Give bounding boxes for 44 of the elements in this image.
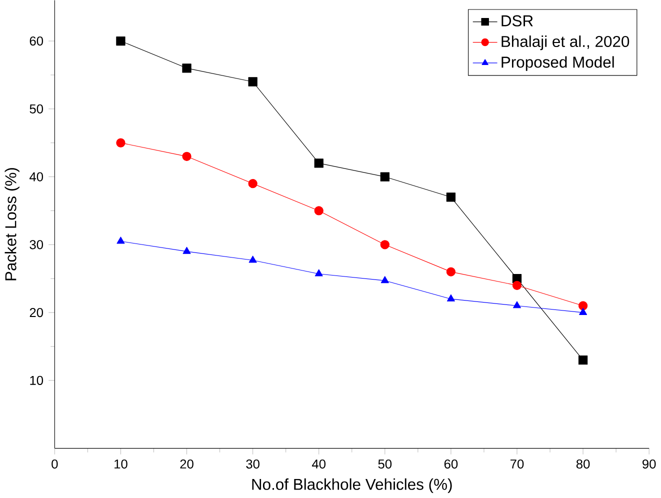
point [578, 356, 588, 365]
point [314, 206, 324, 216]
x-tick-label: 70 [510, 460, 524, 469]
x-axis-title: No.of Blackhole Vehicles (%) [252, 478, 452, 494]
x-tick-label: 10 [114, 460, 128, 469]
y-tick-label: 10 [30, 376, 44, 386]
legend-label: Bhalaji et al., 2020 [502, 36, 630, 50]
point [248, 179, 258, 188]
x-tick-label: 80 [576, 460, 590, 469]
y-axis-title: Packet Loss (%) [4, 168, 20, 280]
point [380, 240, 390, 250]
point [116, 36, 126, 46]
point [579, 308, 588, 316]
point [578, 301, 588, 310]
point [116, 138, 126, 148]
point [248, 256, 257, 263]
point [182, 246, 191, 254]
y-tick-label: 60 [30, 36, 44, 46]
point [182, 64, 192, 73]
point [446, 267, 456, 276]
point [512, 280, 522, 290]
x-tick-label: 90 [642, 460, 656, 469]
point [380, 172, 390, 182]
point [314, 269, 323, 276]
x-tick-label: 40 [312, 460, 326, 469]
x-tick-label: 20 [180, 460, 194, 469]
point [512, 301, 521, 308]
legend-label: Proposed Model [502, 56, 614, 71]
point [314, 158, 324, 168]
y-tick-label: 40 [30, 172, 44, 182]
point [446, 192, 456, 202]
x-tick-label: 50 [378, 460, 392, 469]
point [446, 294, 455, 302]
point [380, 276, 389, 284]
x-tick-label: 30 [246, 460, 260, 469]
legend-label: DSR [502, 15, 533, 26]
point [182, 152, 192, 162]
point [248, 77, 258, 86]
y-tick-label: 50 [30, 104, 44, 114]
y-tick-label: 20 [30, 308, 44, 318]
x-tick-label: 0 [52, 460, 58, 469]
point [116, 236, 125, 244]
y-tick-label: 30 [30, 240, 44, 250]
x-tick-label: 60 [444, 460, 458, 469]
